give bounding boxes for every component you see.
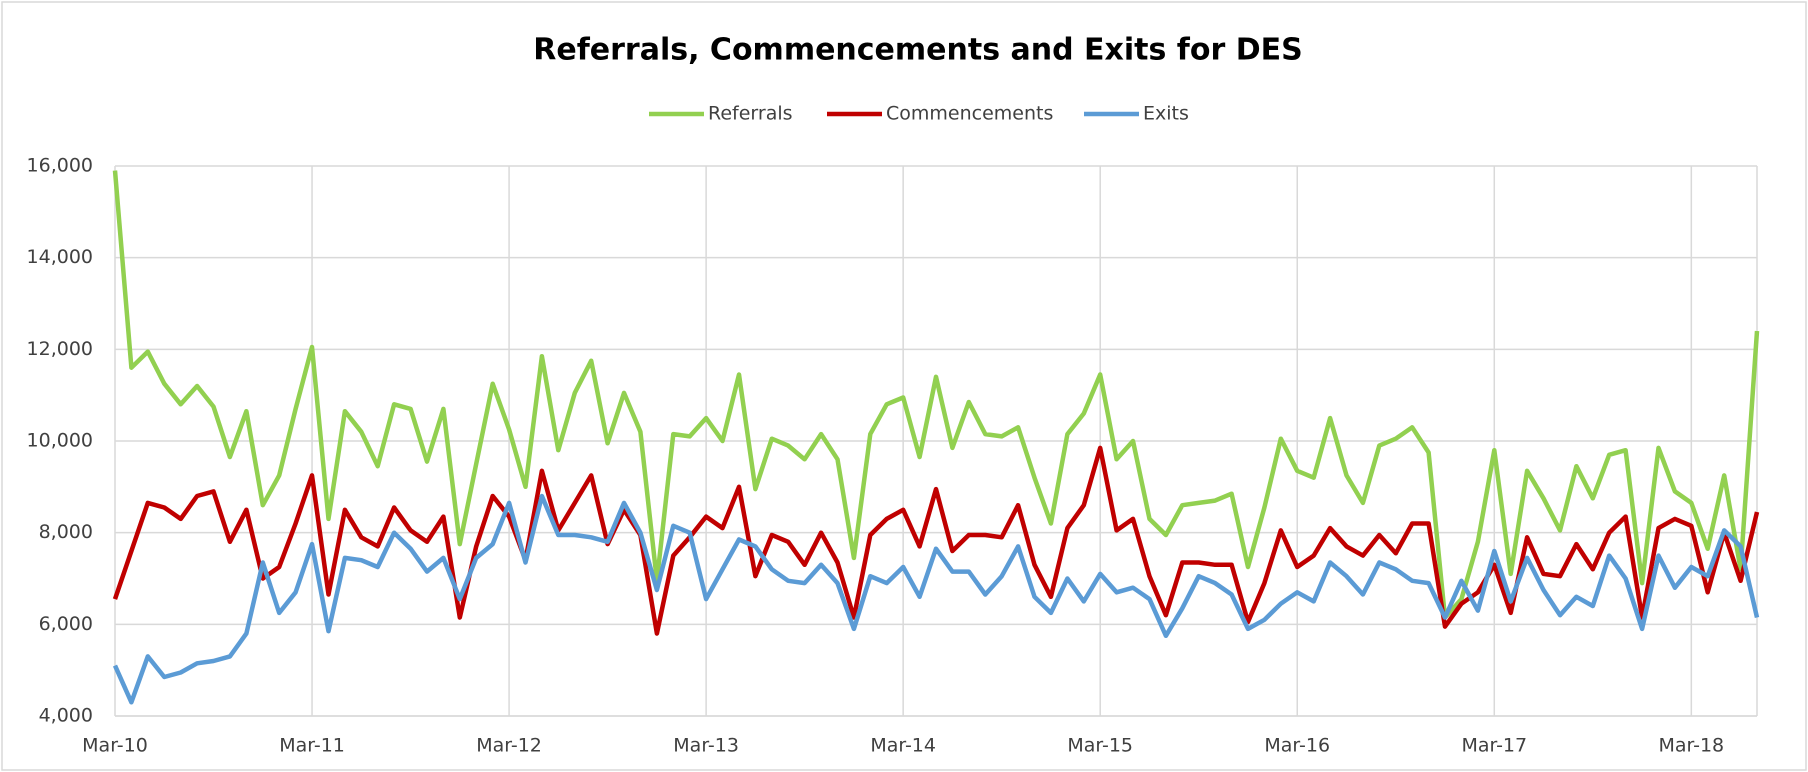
x-tick-label: Mar-13 xyxy=(673,735,739,757)
legend-label: Exits xyxy=(1143,103,1189,125)
series-line xyxy=(112,170,1760,620)
y-tick-label: 4,000 xyxy=(39,705,93,727)
y-tick-label: 10,000 xyxy=(27,430,93,452)
y-tick-label: 6,000 xyxy=(39,613,93,635)
y-tick-label: 16,000 xyxy=(27,155,93,177)
y-tick-label: 8,000 xyxy=(39,521,93,543)
legend-label: Commencements xyxy=(886,103,1053,125)
x-tick-label: Mar-14 xyxy=(870,735,936,757)
chart-title: Referrals, Commencements and Exits for D… xyxy=(533,33,1302,68)
series-line xyxy=(112,493,1760,705)
x-tick-label: Mar-15 xyxy=(1067,735,1133,757)
x-tick-label: Mar-12 xyxy=(476,735,542,757)
x-tick-label: Mar-16 xyxy=(1264,735,1330,757)
y-tick-label: 12,000 xyxy=(27,338,93,360)
legend-label: Referrals xyxy=(708,103,793,125)
x-tick-label: Mar-17 xyxy=(1461,735,1527,757)
x-tick-label: Mar-11 xyxy=(279,735,345,757)
y-tick-label: 14,000 xyxy=(27,246,93,268)
x-tick-label: Mar-10 xyxy=(82,735,148,757)
x-tick-label: Mar-18 xyxy=(1658,735,1724,757)
